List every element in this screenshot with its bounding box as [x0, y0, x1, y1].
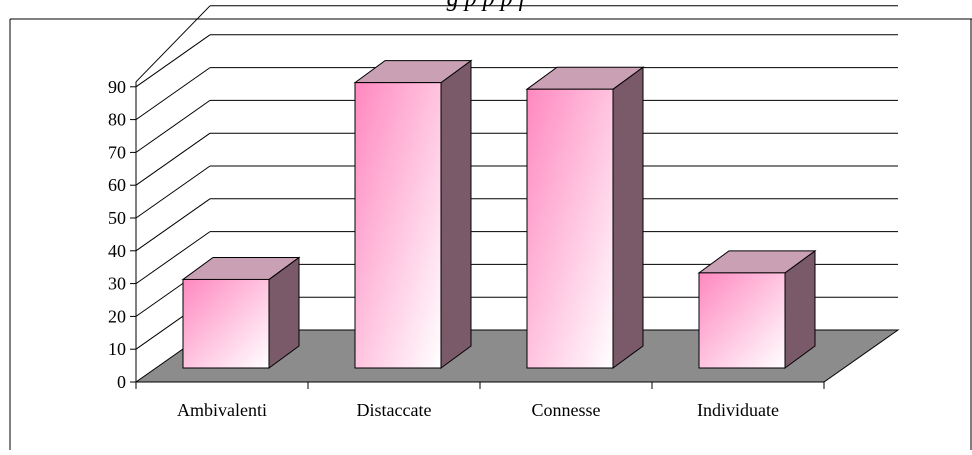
gridline-side-60: [135, 132, 211, 186]
y-tick-label-70: 70: [108, 142, 126, 162]
y-tick-label-90: 90: [108, 77, 126, 97]
wall-top-side: [135, 5, 211, 83]
gridline-side-50: [135, 165, 211, 219]
bar-ambivalenti: [181, 256, 301, 369]
gridline-side-40: [135, 198, 211, 252]
chart-caption-fragment: g p p p f: [0, 0, 972, 12]
bars-layer: [181, 59, 817, 369]
x-tick-label-individuate: Individuate: [697, 400, 779, 420]
x-tick-label-connesse: Connesse: [532, 400, 601, 420]
bar-front-distaccate: [354, 82, 442, 369]
y-tick-label-20: 20: [108, 306, 126, 326]
bar-front-connesse: [526, 88, 614, 369]
bar-front-individuate: [698, 272, 786, 369]
y-tick-label-40: 40: [108, 241, 126, 261]
gridline-side-30: [135, 231, 211, 285]
y-tick-label-30: 30: [108, 274, 126, 294]
gridline-side-70: [135, 99, 211, 153]
bar-front-ambivalenti: [182, 278, 270, 369]
x-tick-label-distaccate: Distaccate: [357, 400, 432, 420]
axis-layer: 0 10 20 30 40 50 60 70 80 90 Ambivalenti Distaccate…: [108, 77, 825, 420]
bar-side-distaccate: [440, 59, 472, 369]
y-tick-label-0: 0: [117, 372, 126, 392]
y-tick-label-10: 10: [108, 339, 126, 359]
bar-individuate: [697, 249, 817, 369]
y-tick-label-50: 50: [108, 208, 126, 228]
y-tick-label-60: 60: [108, 175, 126, 195]
y-tick-label-80: 80: [108, 110, 126, 130]
gridline-side-80: [135, 67, 211, 121]
bar-connesse: [525, 66, 645, 369]
bar-distaccate: [353, 59, 473, 369]
x-tick-label-ambivalenti: Ambivalenti: [177, 400, 267, 420]
gridline-side-90: [135, 34, 211, 88]
bar-side-connesse: [612, 66, 644, 369]
